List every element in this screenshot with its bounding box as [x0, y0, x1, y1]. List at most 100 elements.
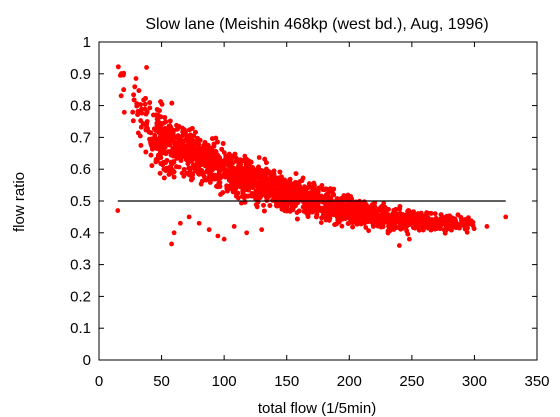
data-point-outlier [117, 72, 123, 78]
data-point [151, 141, 157, 147]
data-point [139, 110, 145, 116]
data-point [172, 134, 178, 140]
data-point [144, 121, 150, 127]
data-point [244, 171, 249, 177]
data-point [461, 222, 467, 228]
data-point [306, 194, 312, 199]
data-point [362, 208, 368, 214]
data-point [270, 186, 275, 192]
data-point [151, 126, 157, 132]
data-point [157, 170, 163, 176]
data-point [239, 200, 244, 206]
data-point [162, 115, 168, 120]
data-point [130, 109, 136, 115]
data-point [171, 174, 177, 180]
data-point [358, 208, 364, 213]
data-point-outlier [144, 65, 149, 70]
data-point [379, 211, 385, 217]
data-point [376, 215, 382, 220]
data-point [115, 64, 121, 70]
data-point [291, 183, 297, 189]
data-point [264, 195, 270, 201]
x-tick-label: 200 [337, 373, 362, 390]
data-point [201, 174, 207, 180]
data-point [259, 187, 264, 193]
data-point [131, 92, 137, 98]
data-point [215, 173, 221, 179]
data-point [314, 202, 320, 207]
data-point [265, 186, 271, 192]
data-point [210, 167, 216, 173]
data-point [219, 146, 225, 152]
data-point [199, 168, 205, 174]
data-point [143, 96, 148, 101]
data-point [274, 187, 280, 192]
data-point [387, 224, 393, 230]
data-point [338, 205, 343, 211]
data-point [192, 144, 197, 150]
data-point [377, 207, 383, 213]
data-point [188, 152, 194, 158]
data-point-outlier [177, 220, 183, 226]
data-point [121, 87, 127, 93]
data-point [190, 148, 196, 154]
data-point [455, 212, 461, 218]
data-point [253, 196, 259, 202]
data-point [220, 165, 226, 170]
data-point [149, 163, 155, 169]
data-point [215, 153, 221, 158]
x-tick-label: 50 [153, 373, 170, 390]
x-tick-label: 350 [524, 373, 549, 390]
data-point [299, 193, 305, 199]
data-point [198, 150, 204, 156]
data-point [448, 215, 454, 221]
data-point [208, 145, 214, 151]
data-point [189, 156, 195, 161]
data-point [309, 189, 315, 195]
data-point [250, 181, 256, 187]
data-point [314, 212, 320, 218]
data-point [327, 186, 333, 192]
data-point [201, 161, 207, 167]
data-point [213, 157, 219, 163]
data-point [162, 126, 168, 131]
data-point [310, 184, 316, 190]
data-point [132, 84, 138, 90]
data-point [437, 218, 442, 224]
data-point [228, 157, 234, 163]
data-point [442, 230, 448, 236]
data-point [155, 152, 161, 158]
data-point [399, 212, 404, 218]
data-point [175, 153, 181, 159]
data-point [430, 220, 436, 226]
data-point [424, 224, 430, 229]
data-point [134, 103, 140, 109]
data-point [259, 171, 265, 177]
data-point [164, 165, 170, 171]
data-point [444, 223, 450, 229]
data-point [176, 142, 182, 147]
data-point [368, 215, 374, 221]
data-point [196, 142, 202, 147]
data-point [267, 169, 272, 175]
data-point [196, 165, 201, 170]
data-point [187, 127, 192, 133]
data-point [169, 137, 175, 143]
data-point [236, 180, 242, 186]
data-point [286, 207, 291, 213]
data-point [209, 151, 215, 156]
data-point-outlier [186, 214, 192, 220]
data-point [467, 221, 472, 227]
x-tick-label: 0 [95, 373, 103, 390]
data-point [383, 217, 389, 223]
data-point [239, 194, 245, 199]
data-point [232, 183, 238, 188]
chart-title: Slow lane (Meishin 468kp (west bd.), Aug… [145, 16, 488, 33]
data-point [351, 202, 356, 208]
data-point [341, 193, 347, 199]
data-point [350, 224, 355, 230]
data-point [225, 187, 231, 193]
data-point [280, 189, 286, 195]
data-point [149, 136, 155, 142]
